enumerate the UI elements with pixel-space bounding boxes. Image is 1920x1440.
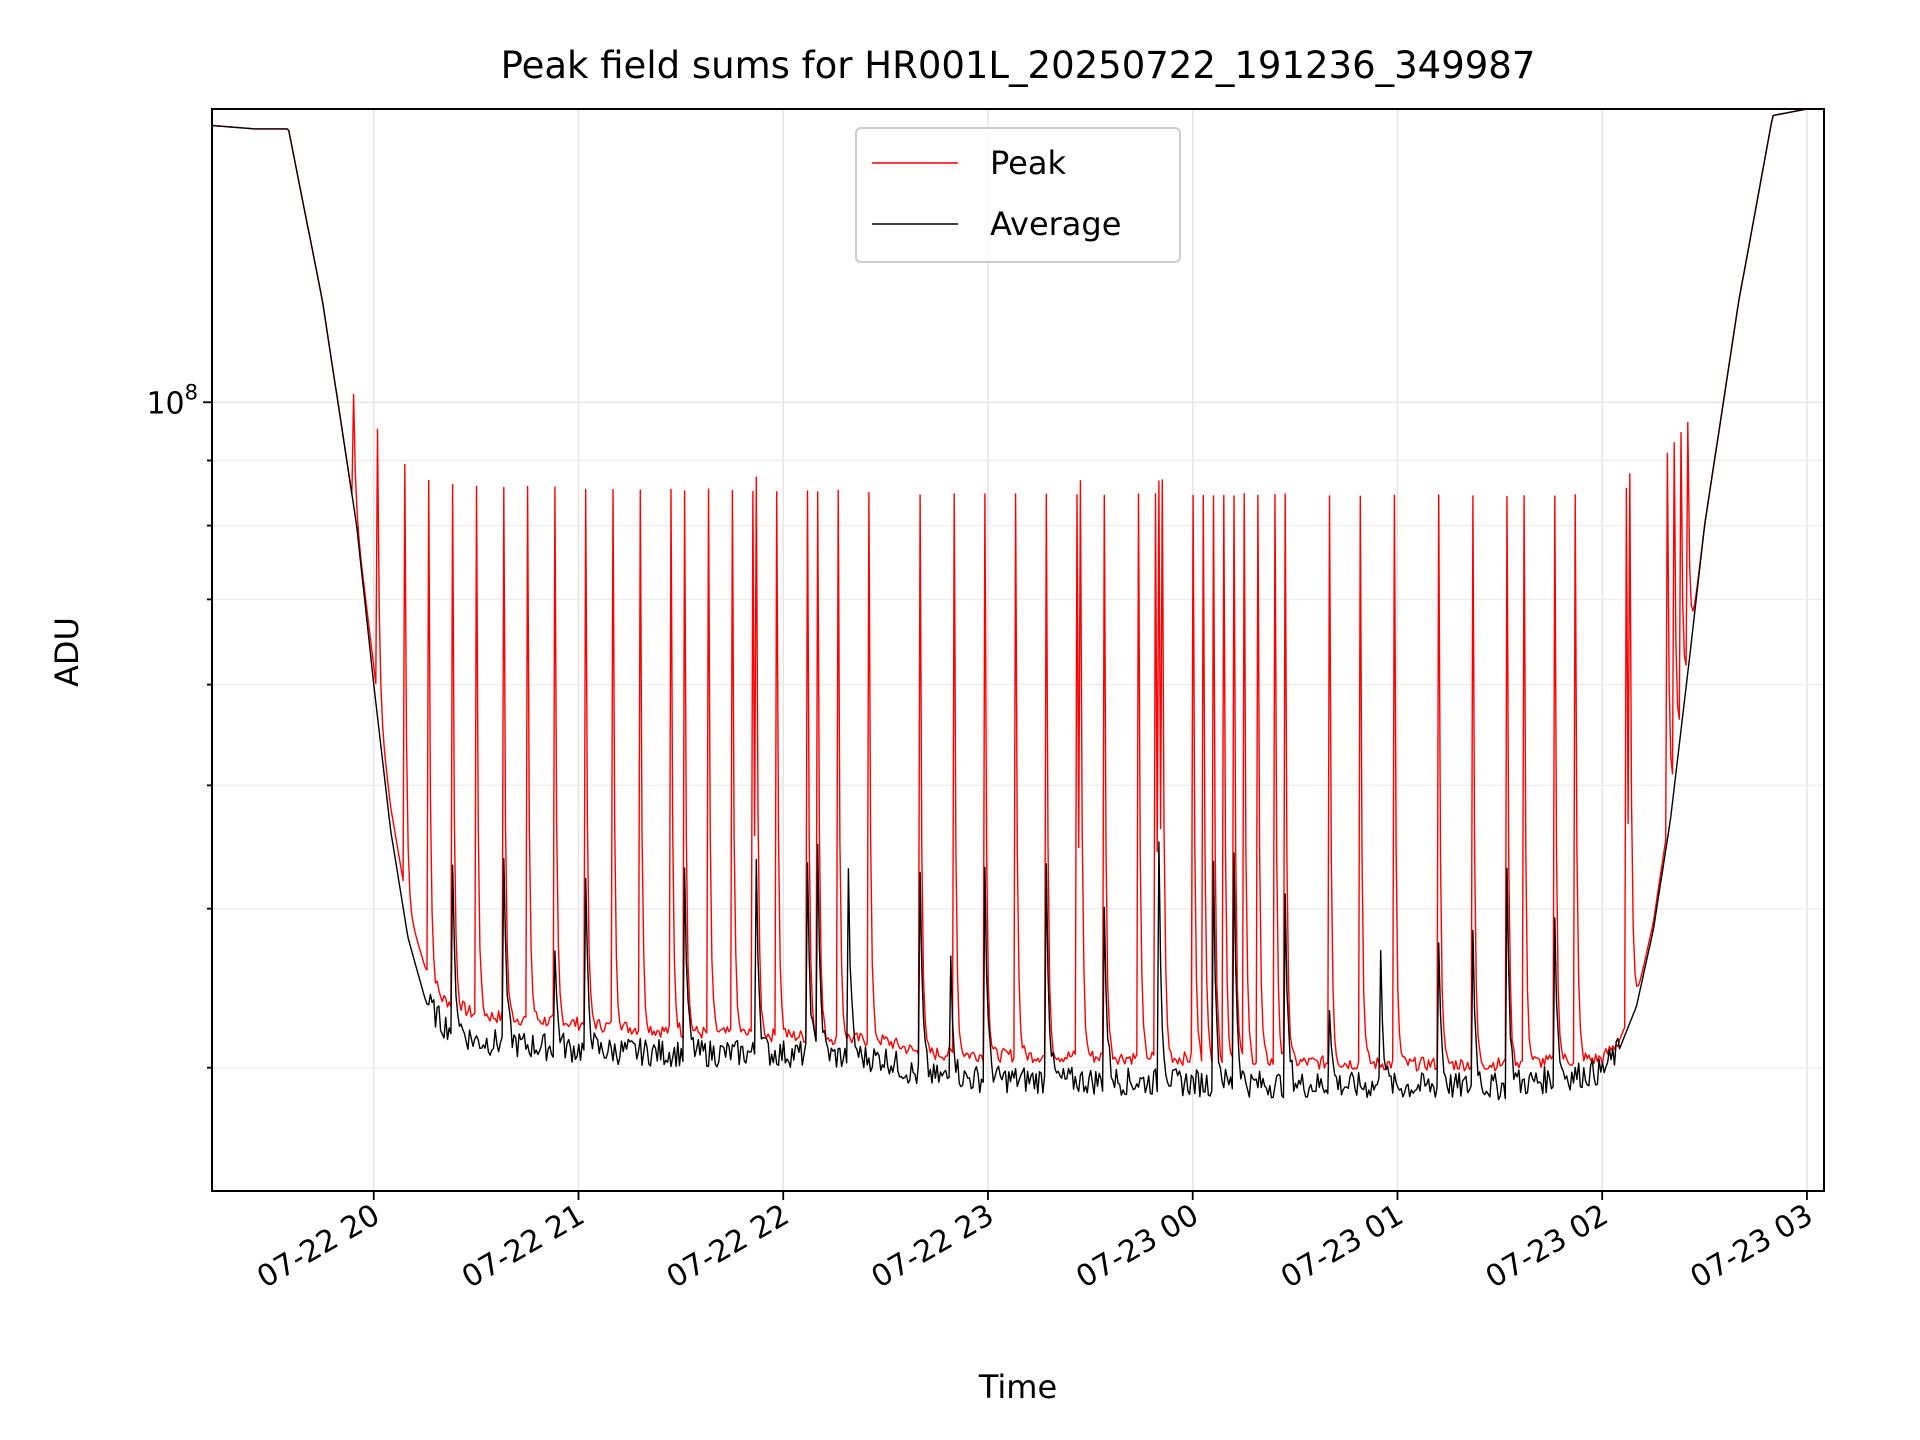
y-tick-label: 108 bbox=[146, 380, 198, 421]
legend-frame bbox=[855, 127, 1181, 263]
legend-label-average: Average bbox=[990, 205, 1121, 243]
plot-frame bbox=[211, 108, 1825, 1192]
chart-title: Peak field sums for HR001L_20250722_1912… bbox=[501, 44, 1536, 87]
x-axis-label: Time bbox=[978, 1368, 1057, 1406]
series-layer bbox=[211, 108, 1806, 1101]
series-line-average bbox=[211, 108, 1806, 1101]
series-line-peak bbox=[211, 108, 1806, 1072]
legend-label-peak: Peak bbox=[990, 144, 1066, 182]
y-axis-label: ADU bbox=[48, 617, 86, 687]
legend: Peak Average bbox=[855, 127, 1181, 263]
